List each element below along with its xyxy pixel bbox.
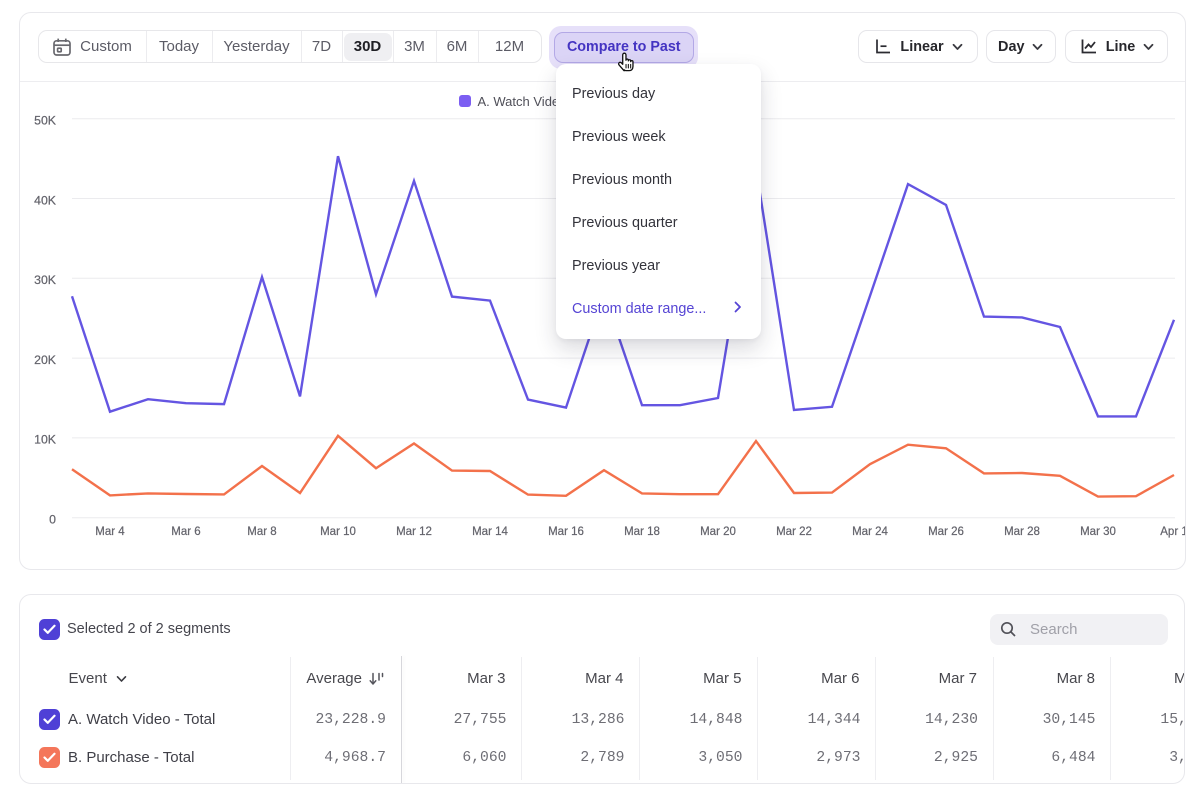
svg-text:Mar 10: Mar 10 (320, 526, 356, 538)
svg-text:0: 0 (49, 513, 56, 527)
svg-text:Mar 18: Mar 18 (624, 526, 660, 538)
svg-text:Mar 14: Mar 14 (472, 526, 508, 538)
svg-text:Mar 26: Mar 26 (928, 526, 964, 538)
svg-text:40K: 40K (34, 193, 57, 207)
svg-text:Mar 8: Mar 8 (247, 526, 276, 538)
svg-text:Mar 24: Mar 24 (852, 526, 888, 538)
svg-text:Mar 6: Mar 6 (171, 526, 200, 538)
svg-text:50K: 50K (34, 114, 57, 128)
svg-text:Mar 20: Mar 20 (700, 526, 736, 538)
svg-text:Mar 28: Mar 28 (1004, 526, 1040, 538)
svg-text:Mar 30: Mar 30 (1080, 526, 1116, 538)
svg-text:30K: 30K (34, 273, 57, 287)
svg-text:Mar 22: Mar 22 (776, 526, 812, 538)
svg-text:Mar 12: Mar 12 (396, 526, 432, 538)
svg-text:20K: 20K (34, 353, 57, 367)
svg-text:Mar 16: Mar 16 (548, 526, 584, 538)
svg-text:Apr 1: Apr 1 (1160, 526, 1185, 538)
svg-text:10K: 10K (34, 433, 57, 447)
svg-text:Mar 4: Mar 4 (95, 526, 125, 538)
